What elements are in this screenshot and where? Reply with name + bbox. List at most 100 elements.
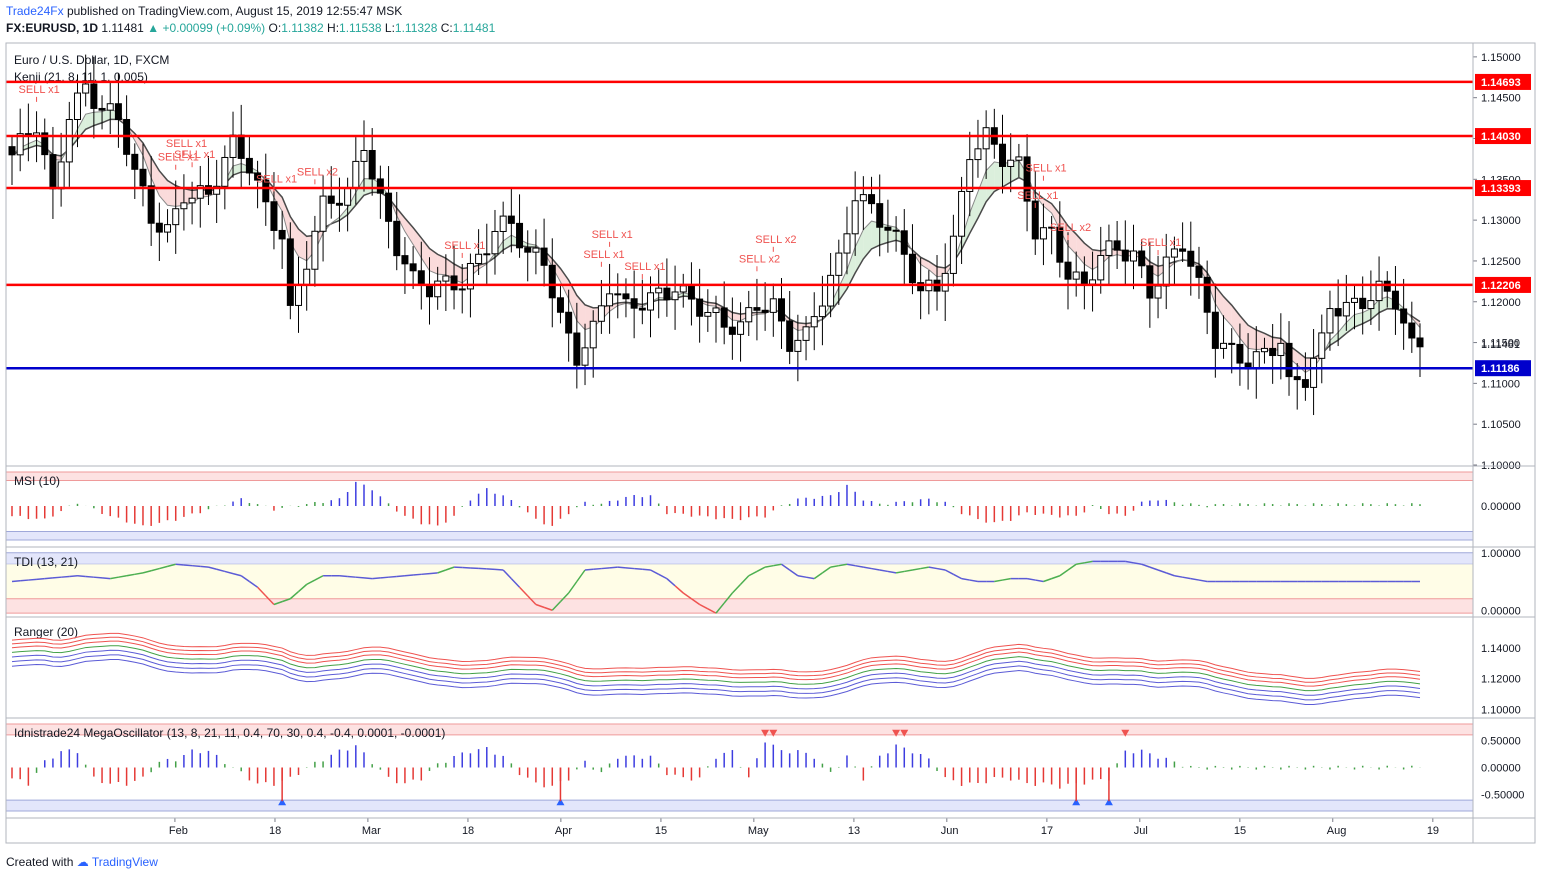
candle-body <box>1301 379 1309 388</box>
tdi-line-segment <box>601 567 610 570</box>
kenji-cloud-segment <box>863 221 872 259</box>
kenji-cloud-segment <box>437 254 446 275</box>
price-pane[interactable]: 1.150001.145001.140001.135001.130001.125… <box>6 52 1531 472</box>
kenji-cloud-segment <box>568 280 577 321</box>
tradingview-logo-icon[interactable]: ☁ <box>76 855 89 869</box>
tdi-line-segment <box>559 592 570 603</box>
msi-pane[interactable]: MSI (10) 0.00000 <box>5 471 1521 541</box>
ranger-pane[interactable]: Ranger (20) 1.14000 1.12000 1.10000 <box>11 625 1521 716</box>
kenji-cloud-segment <box>134 133 143 156</box>
tdi-line-segment <box>904 569 913 573</box>
candle-body <box>876 203 884 228</box>
candle-body <box>1179 248 1187 252</box>
candle-body <box>769 298 777 313</box>
kenji-cloud-segment <box>429 248 438 275</box>
candle-body <box>286 238 294 306</box>
candle-body <box>434 280 442 298</box>
ranger-band-line <box>11 654 1421 701</box>
candle-body <box>1391 290 1399 310</box>
tdi-line-segment <box>413 573 422 576</box>
candle-body <box>892 229 900 232</box>
tdi-line-segment <box>1198 579 1208 583</box>
tdi-line-segment <box>723 592 733 604</box>
kenji-cloud-segment <box>347 192 356 215</box>
candle-body <box>745 307 753 323</box>
price-up-icon: ▲ <box>147 21 160 35</box>
tdi-line-segment <box>936 567 946 571</box>
candle-body <box>737 321 745 335</box>
tdi-line-segment <box>1067 563 1077 571</box>
tdi-line-segment <box>159 565 168 570</box>
megaoscillator-pane[interactable]: Idnistrade24 MegaOscillator (13, 8, 21, … <box>5 723 1524 812</box>
tdi-line-segment <box>748 570 758 577</box>
tdi-line-segment <box>281 598 291 603</box>
tdi-line-segment <box>339 575 348 578</box>
sell-marker-icon <box>900 729 909 737</box>
time-axis[interactable]: Feb 18 Mar 18 Apr 15 May 13 Jun 17 Jul 15 Aug 19 <box>169 818 1439 837</box>
tdi-line-segment <box>183 564 193 567</box>
candle-body <box>900 230 908 255</box>
tradingview-brand[interactable]: TradingView <box>91 855 158 869</box>
tdi-line-segment <box>887 570 897 574</box>
price-tick-label: 1.15000 <box>1481 52 1521 64</box>
level-price-label: 1.14693 <box>1481 77 1521 89</box>
candle-body <box>204 185 212 195</box>
kenji-cloud-segment <box>339 207 348 221</box>
tdi-line-segment <box>404 574 414 577</box>
kenji-cloud-segment <box>1215 286 1224 317</box>
candle-body <box>794 339 802 352</box>
kenji-cloud-segment <box>969 191 978 234</box>
tdi-pane[interactable]: TDI (13, 21) 1.00000 0.00000 <box>5 548 1521 618</box>
candle-body <box>908 253 916 284</box>
kenji-cloud-segment <box>77 114 86 140</box>
sell-signal-label: SELL x1 <box>583 249 624 261</box>
price-tick-label: 1.14500 <box>1481 93 1521 105</box>
candle-body <box>720 307 728 328</box>
candle-body <box>1105 240 1113 256</box>
sell-signal-label: SELL x1 <box>174 149 215 161</box>
price-tick-label: 1.11000 <box>1481 378 1520 390</box>
open-label: O: <box>268 21 282 35</box>
candle-body <box>82 83 90 94</box>
tdi-line-segment <box>380 576 389 579</box>
sell-signal-label: SELL x1 <box>1140 237 1181 249</box>
candle-body <box>818 305 826 318</box>
candle-body <box>352 160 360 190</box>
tdi-line-segment <box>1174 575 1183 578</box>
candle-body <box>344 188 352 206</box>
candle-body <box>262 179 270 203</box>
candle-body <box>385 192 393 222</box>
tdi-line-segment <box>650 569 660 575</box>
tdi-line-segment <box>363 577 373 580</box>
sell-signal-label: SELL x1 <box>158 152 199 164</box>
symbol-label[interactable]: FX:EURUSD, 1D <box>6 21 99 35</box>
candle-body <box>1097 254 1105 281</box>
tdi-line-segment <box>167 563 176 568</box>
candle-body <box>1064 261 1072 280</box>
tdi-line-segment <box>1125 560 1134 564</box>
tdi-line-segment <box>1035 579 1044 583</box>
tdi-line-segment <box>44 577 53 580</box>
candle-body <box>483 253 491 256</box>
kenji-cloud-segment <box>142 142 152 178</box>
candle-body <box>131 153 139 170</box>
tdi-line-segment <box>175 563 184 566</box>
tdi-line-segment <box>240 575 250 583</box>
publisher-name[interactable]: Trade24Fx <box>6 4 64 18</box>
candle-body <box>368 149 376 180</box>
candle-body <box>1187 250 1195 267</box>
tdi-line-segment <box>617 566 627 569</box>
tdi-line-segment <box>846 563 856 567</box>
kenji-cloud-segment <box>1338 322 1347 341</box>
candle-body <box>859 194 867 202</box>
level-price-tag <box>1475 276 1531 293</box>
tdi-line-segment <box>248 580 259 588</box>
candle-body <box>1195 265 1203 278</box>
buy-marker-icon <box>556 798 565 806</box>
candle-body <box>114 103 122 121</box>
candle-body <box>1310 357 1318 388</box>
kenji-cloud-segment <box>1059 214 1068 246</box>
time-tick-label: 18 <box>462 825 474 837</box>
tdi-line-segment <box>789 569 799 577</box>
